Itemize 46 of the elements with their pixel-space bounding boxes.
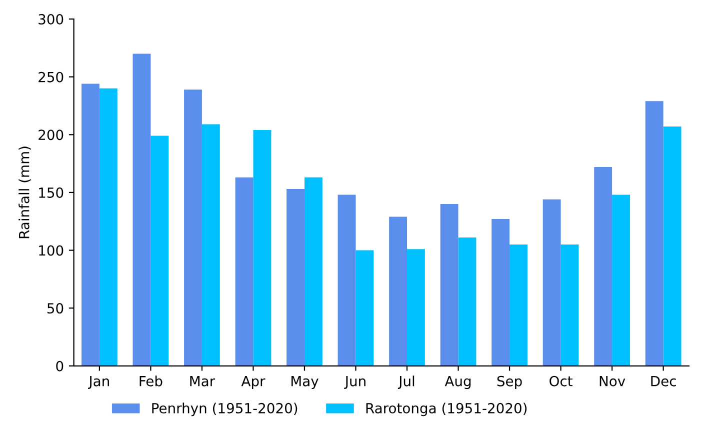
y-tick-label: 200 (38, 130, 64, 140)
bar (286, 188, 304, 366)
bar (132, 54, 151, 366)
x-tick-label: Apr (241, 376, 266, 390)
bar (492, 219, 510, 366)
bar (253, 130, 272, 366)
bar (612, 194, 630, 366)
bar (338, 194, 356, 366)
x-tick-label: Oct (550, 376, 572, 386)
x-tick-label: Jan (88, 376, 109, 389)
bar (235, 177, 254, 366)
bar (99, 88, 118, 366)
x-tick-label: Jun (344, 376, 366, 389)
x-tick-label: Mar (190, 376, 216, 386)
bar (440, 204, 458, 366)
bar (510, 244, 528, 366)
legend-label: Rarotonga (1951-2020) (366, 402, 527, 416)
legend-label: Penrhyn (1951-2020) (152, 402, 298, 416)
bar (407, 249, 425, 366)
bar (202, 124, 220, 366)
bar (184, 90, 202, 366)
x-tick-label: Jul (398, 376, 414, 389)
x-tick-label: Sep (497, 376, 522, 390)
x-tick-label: Aug (444, 376, 471, 390)
bar (389, 216, 408, 366)
y-tick-label: 300 (38, 14, 64, 25)
y-tick-label: 50 (47, 303, 64, 314)
bar (645, 101, 664, 366)
bar (458, 238, 476, 366)
x-tick-label: Feb (140, 376, 162, 386)
bar (663, 126, 682, 366)
bar (356, 250, 374, 366)
bar (304, 177, 322, 366)
y-tick-label: 0 (56, 360, 64, 372)
bar (82, 84, 100, 366)
bar (542, 199, 561, 366)
y-tick-label: 150 (39, 187, 64, 198)
bar (150, 136, 169, 366)
x-tick-label: Nov (600, 376, 626, 386)
x-tick-label: Dec (651, 376, 676, 386)
y-tick-label: 250 (38, 72, 64, 82)
bar (560, 244, 579, 366)
x-tick-label: May (291, 376, 318, 390)
y-axis-title: Rainfall (mm) (18, 146, 31, 238)
bar (594, 167, 612, 366)
y-tick-label: 100 (39, 245, 64, 256)
